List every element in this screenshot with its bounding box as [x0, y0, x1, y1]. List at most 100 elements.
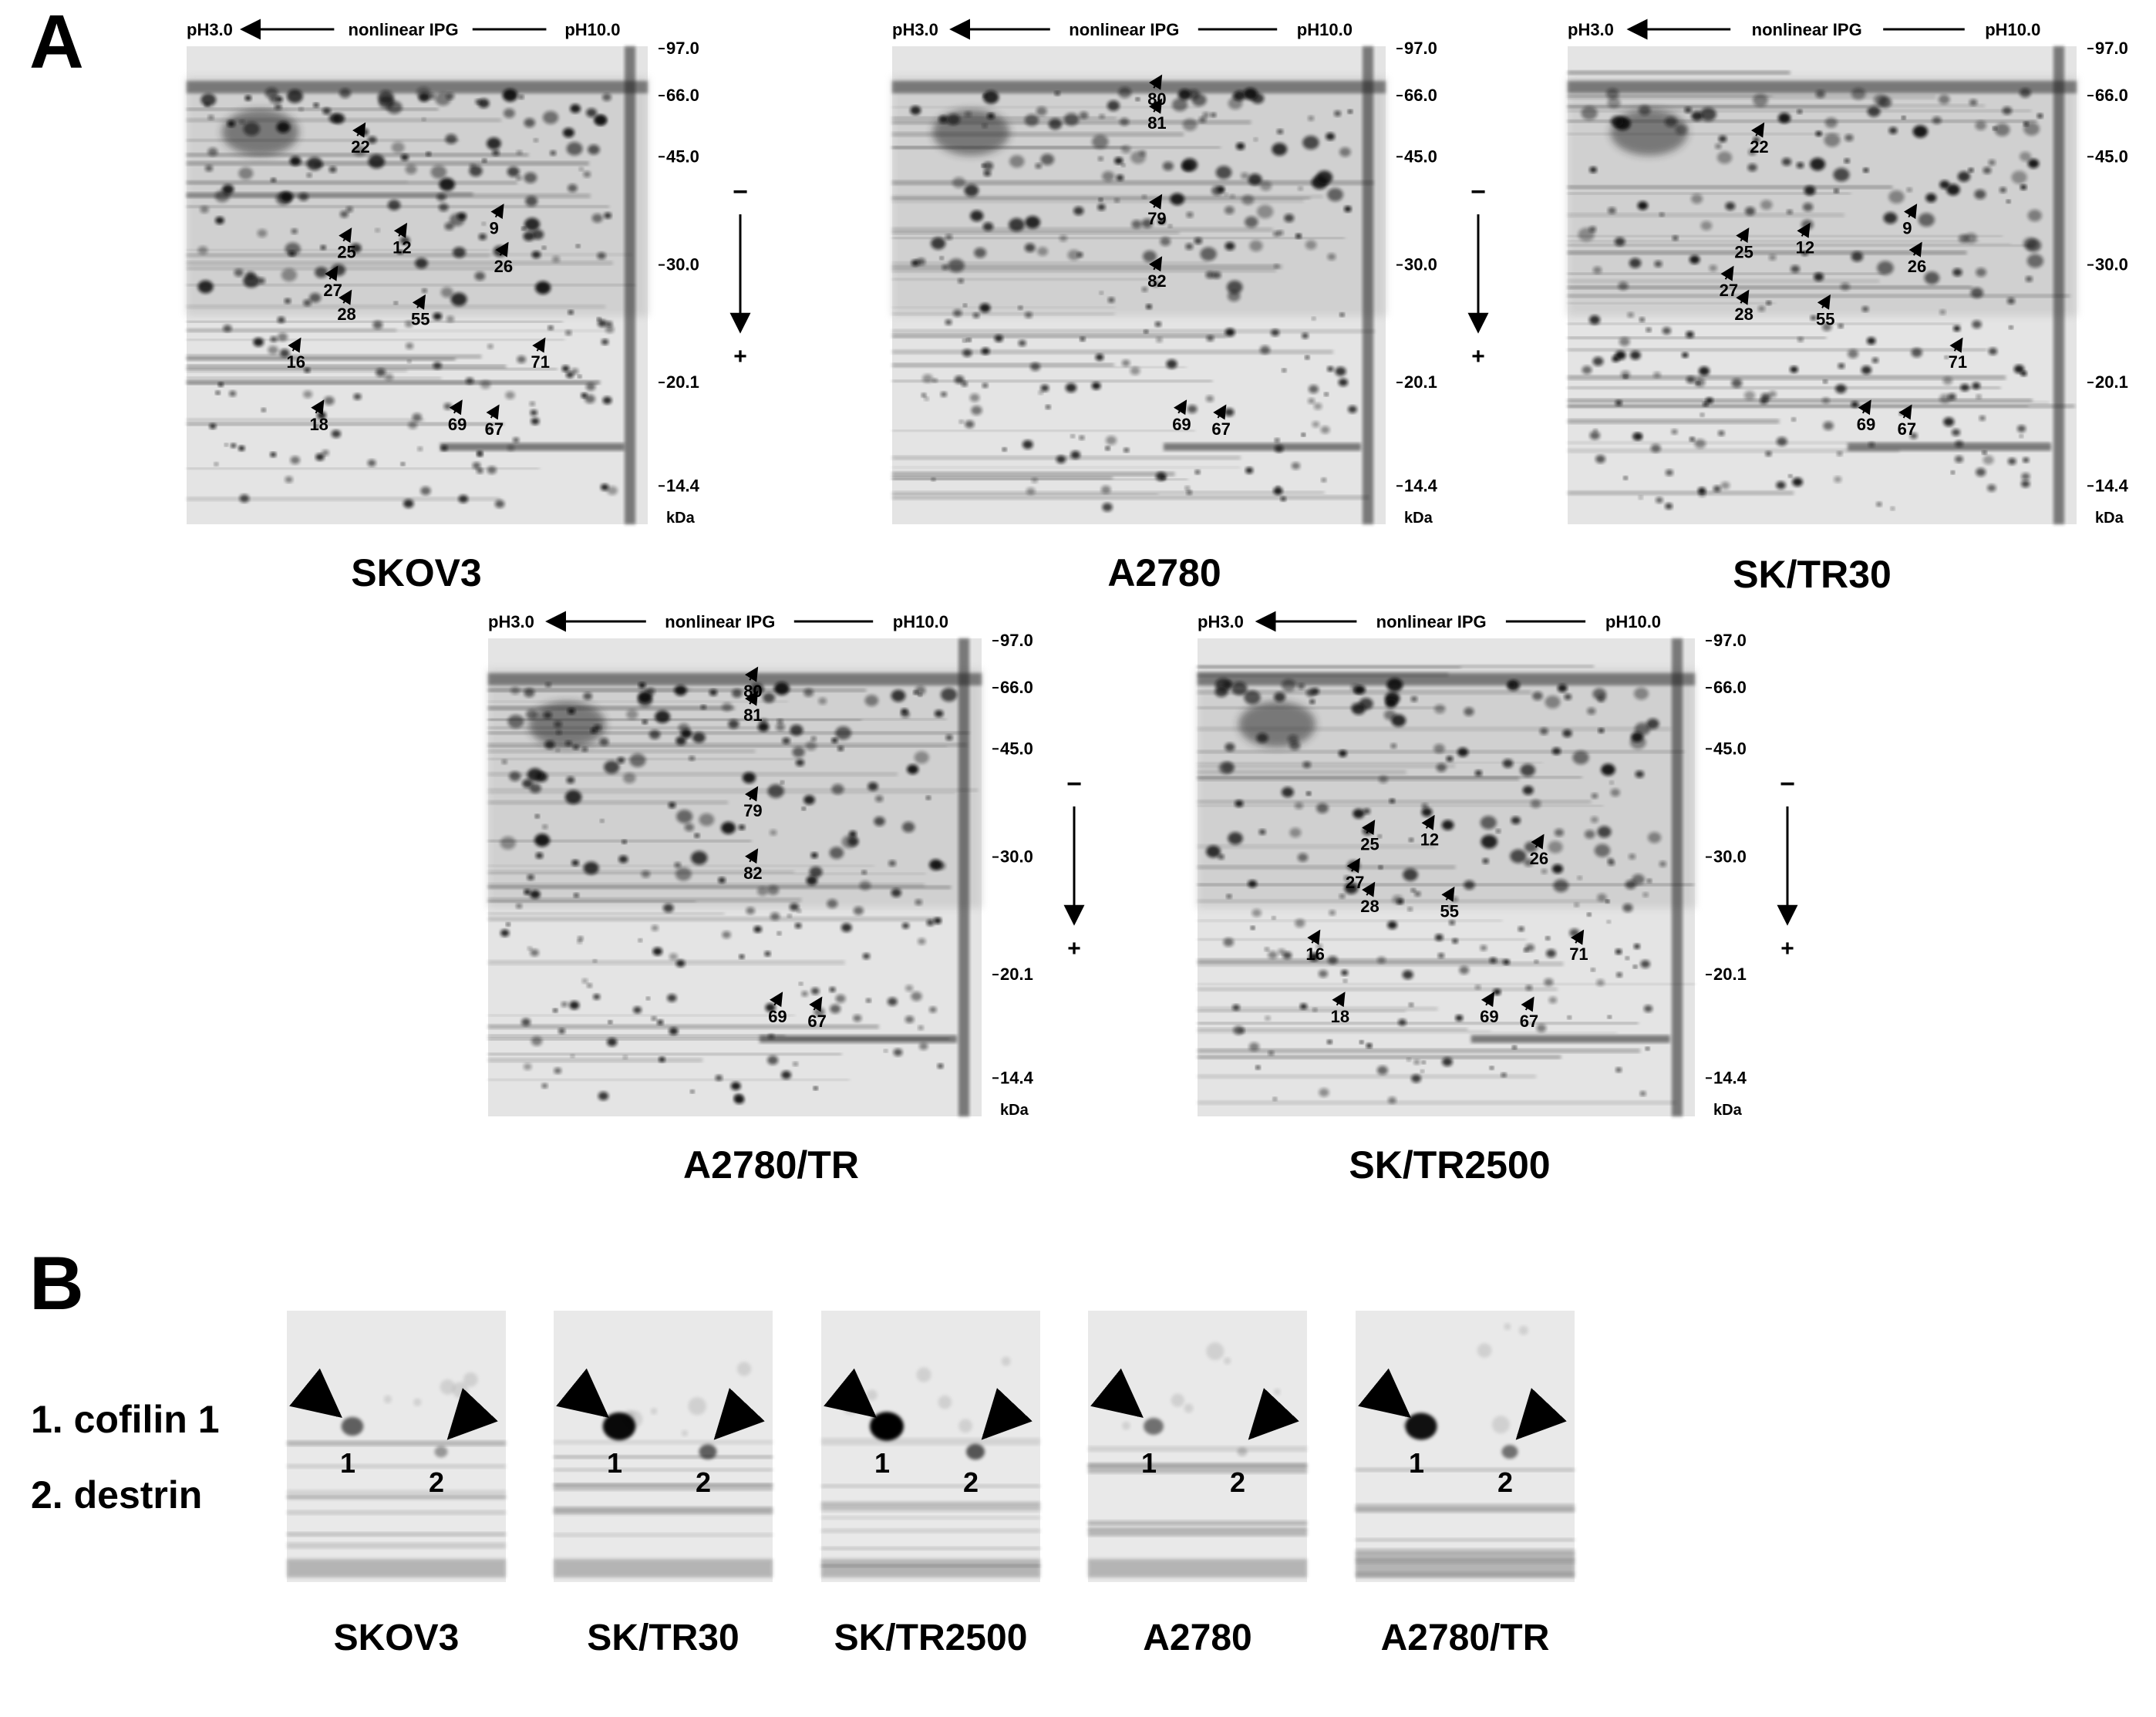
protein-spot — [1700, 221, 1713, 231]
protein-spot — [1385, 698, 1397, 709]
protein-spot — [367, 460, 376, 467]
gel-streak — [1568, 244, 2034, 247]
gel-top-band — [892, 81, 1386, 93]
protein-spot — [1339, 312, 1345, 317]
protein-spot — [350, 243, 362, 253]
protein-spot — [524, 172, 537, 183]
protein-spot — [1194, 237, 1203, 244]
protein-spot — [1821, 397, 1830, 404]
protein-spot — [1610, 788, 1620, 797]
protein-spot — [516, 903, 523, 909]
protein-spot — [1119, 117, 1130, 126]
cofilin-spot — [1405, 1412, 1437, 1440]
protein-spot — [492, 150, 500, 157]
protein-spot — [1277, 129, 1284, 135]
protein-spot — [352, 145, 366, 157]
spot-label: 12 — [1420, 830, 1439, 849]
protein-spot — [659, 1056, 665, 1062]
protein-spot — [207, 147, 218, 157]
mw-marker-label: 20.1 — [666, 372, 699, 392]
protein-spot — [946, 113, 960, 126]
protein-spot — [480, 380, 491, 389]
protein-spot — [1280, 497, 1286, 502]
blot-bottom-band — [287, 1559, 506, 1577]
ph-high-label: pH10.0 — [893, 612, 948, 631]
protein-spot — [1520, 763, 1535, 777]
gel-streak — [892, 237, 1345, 239]
protein-spot — [1434, 704, 1446, 714]
protein-spot — [513, 437, 520, 443]
protein-spot — [936, 861, 946, 870]
protein-spot — [1623, 476, 1628, 480]
protein-spot — [500, 929, 510, 937]
protein-spot — [1918, 213, 1935, 227]
spot-label: 12 — [392, 237, 411, 257]
mw-marker-label: 30.0 — [1000, 847, 1033, 867]
protein-spot — [261, 408, 266, 412]
protein-spot — [1797, 109, 1803, 114]
spot-label: 25 — [1734, 243, 1753, 262]
blot-background-spot — [1491, 1416, 1510, 1434]
protein-spot — [1253, 137, 1258, 142]
protein-spot — [1099, 291, 1103, 295]
protein-spot — [1480, 816, 1497, 830]
cofilin-spot — [341, 1416, 364, 1436]
protein-spot — [1665, 503, 1673, 510]
protein-spot — [728, 719, 739, 729]
spot-arrow — [744, 666, 759, 682]
protein-spot — [2021, 473, 2030, 480]
spot-label: 67 — [485, 419, 504, 439]
protein-spot — [970, 210, 984, 222]
protein-spot — [1689, 436, 1695, 442]
protein-spot — [1002, 447, 1007, 452]
protein-spot — [1211, 186, 1223, 196]
protein-spot — [1720, 481, 1730, 490]
protein-spot — [397, 250, 403, 255]
protein-spot — [453, 247, 466, 258]
protein-spot — [399, 236, 410, 245]
protein-spot — [1965, 233, 1978, 244]
protein-spot — [1976, 268, 1987, 277]
protein-spot — [332, 113, 345, 124]
protein-spot — [200, 93, 217, 106]
protein-spot — [1294, 802, 1304, 810]
protein-spot — [1436, 763, 1447, 773]
protein-spot — [1218, 761, 1234, 774]
spot-arrow — [1736, 289, 1750, 305]
protein-spot — [782, 737, 790, 745]
blot-background-spot — [463, 1372, 478, 1387]
protein-spot — [934, 917, 942, 924]
spot-label: 27 — [323, 281, 342, 300]
protein-spot — [962, 338, 967, 342]
protein-spot — [1960, 383, 1969, 392]
protein-spot — [1610, 116, 1624, 127]
protein-spot — [1312, 421, 1320, 428]
protein-spot — [1437, 953, 1444, 958]
protein-spot — [1518, 926, 1524, 932]
protein-spot — [1182, 118, 1198, 131]
protein-spot — [982, 90, 999, 104]
protein-spot — [509, 771, 521, 782]
protein-spot — [767, 1055, 779, 1065]
protein-spot — [604, 212, 612, 219]
blot-background-spot — [1477, 1343, 1492, 1358]
protein-spot — [1650, 443, 1661, 453]
gel-streak — [488, 864, 874, 867]
protein-spot — [1448, 905, 1453, 909]
cofilin-arrow — [824, 1368, 877, 1418]
protein-spot — [1888, 190, 1905, 204]
spot-label: 71 — [531, 352, 549, 372]
protein-spot — [601, 338, 609, 345]
spot-label: 71 — [1569, 944, 1588, 964]
protein-spot — [1240, 172, 1249, 180]
protein-spot — [1455, 1015, 1464, 1022]
protein-spot — [966, 338, 972, 342]
protein-spot — [1297, 683, 1305, 690]
protein-spot — [669, 1027, 679, 1035]
protein-spot — [516, 175, 522, 181]
protein-spot — [780, 780, 784, 784]
protein-spot — [575, 244, 581, 248]
protein-spot — [1442, 1057, 1453, 1066]
protein-spot — [767, 784, 784, 798]
protein-spot — [1452, 938, 1458, 944]
